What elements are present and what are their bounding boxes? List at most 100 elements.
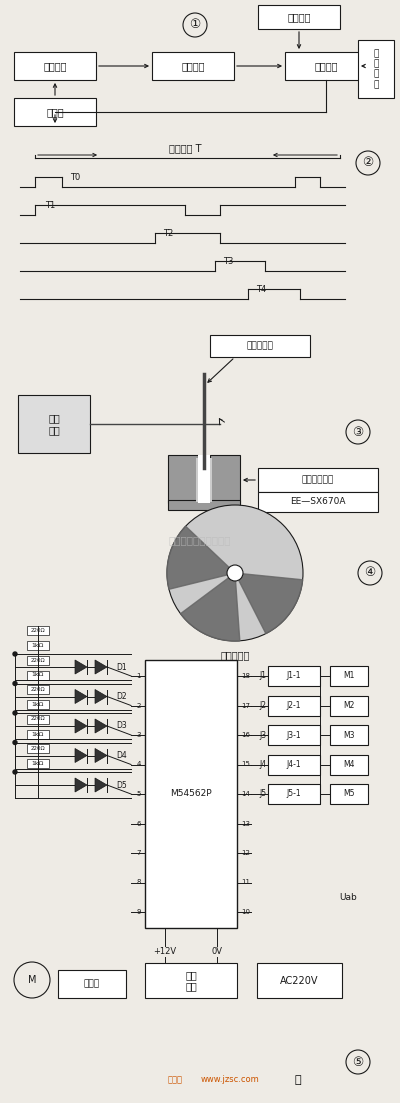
- Text: 旋转遮光片: 旋转遮光片: [220, 650, 250, 660]
- Text: 10: 10: [241, 909, 250, 915]
- Text: 周期时间 T: 周期时间 T: [169, 143, 201, 153]
- Text: 5: 5: [137, 791, 141, 797]
- Text: M54562P: M54562P: [170, 790, 212, 799]
- Text: D4: D4: [116, 751, 127, 760]
- Text: www.jzsc.com: www.jzsc.com: [201, 1075, 259, 1084]
- Text: EE—SX670A: EE—SX670A: [290, 497, 346, 506]
- FancyBboxPatch shape: [27, 671, 49, 679]
- FancyBboxPatch shape: [258, 492, 378, 512]
- Text: 1kΩ: 1kΩ: [32, 702, 44, 707]
- Text: M2: M2: [343, 702, 355, 710]
- Text: 6: 6: [136, 821, 141, 826]
- Polygon shape: [75, 719, 87, 733]
- Text: 0V: 0V: [212, 947, 222, 956]
- FancyBboxPatch shape: [27, 685, 49, 694]
- Text: D3: D3: [116, 721, 127, 730]
- Text: J5-1: J5-1: [287, 790, 301, 799]
- Text: AC220V: AC220V: [280, 975, 319, 985]
- Text: J1-1: J1-1: [287, 672, 301, 681]
- Text: T3: T3: [223, 257, 233, 266]
- Text: T1: T1: [45, 201, 55, 210]
- Text: 2: 2: [137, 703, 141, 708]
- Text: 220Ω: 220Ω: [31, 746, 45, 751]
- Text: 14: 14: [241, 791, 250, 797]
- Text: J4: J4: [259, 760, 266, 769]
- Text: 18: 18: [241, 673, 250, 679]
- Circle shape: [227, 565, 243, 581]
- FancyBboxPatch shape: [330, 666, 368, 686]
- Text: 调速器: 调速器: [46, 107, 64, 117]
- FancyBboxPatch shape: [268, 666, 320, 686]
- FancyBboxPatch shape: [27, 745, 49, 753]
- FancyBboxPatch shape: [330, 725, 368, 745]
- Text: 1kΩ: 1kΩ: [32, 731, 44, 737]
- Polygon shape: [235, 572, 303, 633]
- FancyBboxPatch shape: [27, 715, 49, 724]
- Text: 4: 4: [137, 761, 141, 768]
- Text: 220Ω: 220Ω: [31, 717, 45, 721]
- Polygon shape: [75, 778, 87, 792]
- Text: 220Ω: 220Ω: [31, 687, 45, 692]
- Circle shape: [13, 740, 17, 745]
- Text: M1: M1: [343, 672, 355, 681]
- Text: M: M: [28, 975, 36, 985]
- FancyBboxPatch shape: [27, 700, 49, 709]
- FancyBboxPatch shape: [27, 641, 49, 650]
- Polygon shape: [95, 660, 107, 674]
- Circle shape: [13, 682, 17, 685]
- Text: M5: M5: [343, 790, 355, 799]
- FancyBboxPatch shape: [330, 754, 368, 774]
- Text: 搜住网: 搜住网: [168, 1075, 182, 1084]
- Text: 光电检测: 光电检测: [181, 61, 205, 71]
- Text: 220Ω: 220Ω: [31, 628, 45, 633]
- Polygon shape: [95, 689, 107, 704]
- Text: ③: ③: [352, 426, 364, 439]
- FancyBboxPatch shape: [168, 456, 198, 503]
- FancyBboxPatch shape: [330, 784, 368, 804]
- Text: 🌞: 🌞: [295, 1075, 301, 1085]
- Text: 8: 8: [136, 879, 141, 886]
- Text: J2: J2: [259, 702, 266, 710]
- Text: 信号处理: 信号处理: [314, 61, 338, 71]
- FancyBboxPatch shape: [27, 729, 49, 739]
- Polygon shape: [95, 719, 107, 733]
- Text: ⑤: ⑤: [352, 1056, 364, 1069]
- Text: 15: 15: [241, 761, 250, 768]
- FancyBboxPatch shape: [358, 40, 394, 98]
- FancyBboxPatch shape: [198, 456, 210, 503]
- FancyBboxPatch shape: [145, 660, 237, 928]
- FancyBboxPatch shape: [268, 725, 320, 745]
- Text: J4-1: J4-1: [287, 760, 301, 769]
- FancyBboxPatch shape: [258, 468, 378, 492]
- Text: 13: 13: [241, 821, 250, 826]
- FancyBboxPatch shape: [268, 696, 320, 716]
- FancyBboxPatch shape: [210, 456, 240, 503]
- FancyBboxPatch shape: [58, 970, 126, 998]
- FancyBboxPatch shape: [330, 696, 368, 716]
- Text: 杭州超睿科技有限公司: 杭州超睿科技有限公司: [169, 535, 231, 545]
- Text: T4: T4: [256, 285, 266, 295]
- Text: 12: 12: [241, 850, 250, 856]
- FancyBboxPatch shape: [14, 98, 96, 126]
- FancyBboxPatch shape: [145, 963, 237, 998]
- Text: T2: T2: [163, 229, 173, 238]
- Text: 7: 7: [136, 850, 141, 856]
- Text: J5: J5: [259, 790, 266, 799]
- Circle shape: [167, 505, 303, 641]
- Text: J3-1: J3-1: [287, 730, 301, 739]
- Text: 槽形光电开关: 槽形光电开关: [302, 475, 334, 484]
- FancyBboxPatch shape: [18, 395, 90, 453]
- Text: M3: M3: [343, 730, 355, 739]
- Text: J1: J1: [259, 672, 266, 681]
- Text: +12V: +12V: [154, 947, 176, 956]
- FancyBboxPatch shape: [27, 759, 49, 768]
- Polygon shape: [75, 749, 87, 762]
- Text: ④: ④: [364, 567, 376, 579]
- FancyBboxPatch shape: [268, 754, 320, 774]
- FancyBboxPatch shape: [268, 784, 320, 804]
- FancyBboxPatch shape: [27, 655, 49, 664]
- FancyBboxPatch shape: [257, 963, 342, 998]
- FancyBboxPatch shape: [210, 335, 310, 357]
- Circle shape: [13, 652, 17, 656]
- Text: 可调
电机: 可调 电机: [48, 414, 60, 435]
